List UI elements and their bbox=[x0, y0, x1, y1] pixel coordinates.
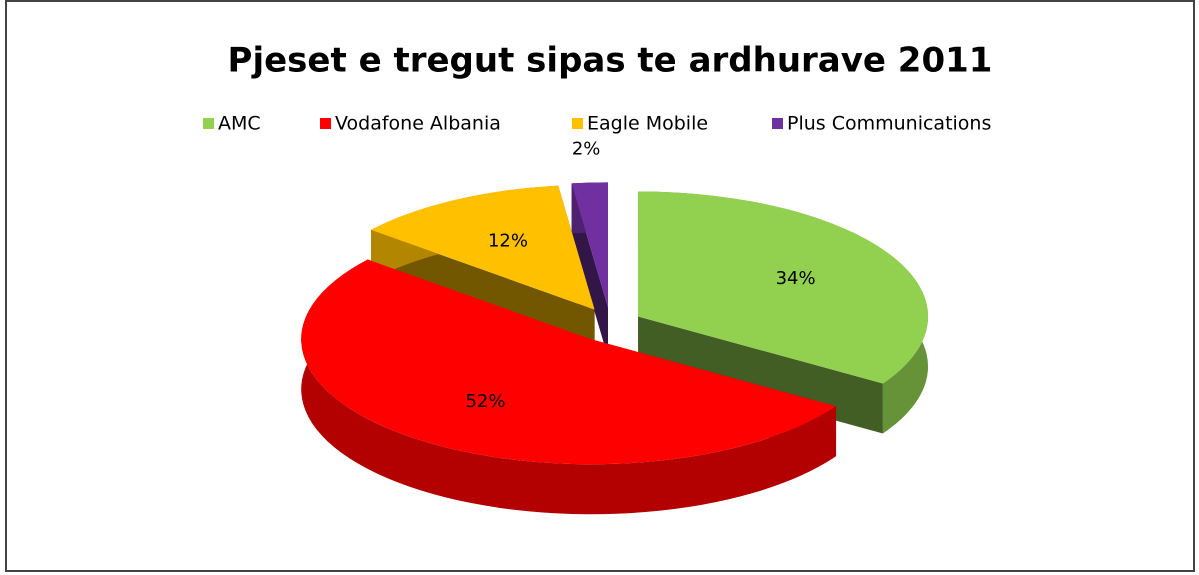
data-label: 2% bbox=[572, 139, 601, 160]
slice bbox=[638, 191, 929, 384]
slice-rim bbox=[301, 259, 837, 515]
slice bbox=[571, 182, 608, 308]
legend-label: Eagle Mobile bbox=[587, 113, 708, 135]
legend-swatch bbox=[772, 118, 783, 129]
legend-label: Vodafone Albania bbox=[335, 113, 501, 135]
slice bbox=[301, 259, 837, 465]
legend-swatch bbox=[572, 118, 583, 129]
data-label: 12% bbox=[488, 231, 528, 252]
data-label: 34% bbox=[776, 268, 816, 289]
legend-label: AMC bbox=[218, 113, 261, 135]
legend-swatch bbox=[320, 118, 331, 129]
chart-title: Pjeset e tregut sipas te ardhurave 2011 bbox=[228, 41, 993, 81]
slice-tops bbox=[301, 182, 929, 465]
data-label: 52% bbox=[465, 391, 505, 412]
legend-swatch bbox=[203, 118, 214, 129]
slice bbox=[371, 185, 595, 310]
legend-label: Plus Communications bbox=[787, 113, 991, 135]
